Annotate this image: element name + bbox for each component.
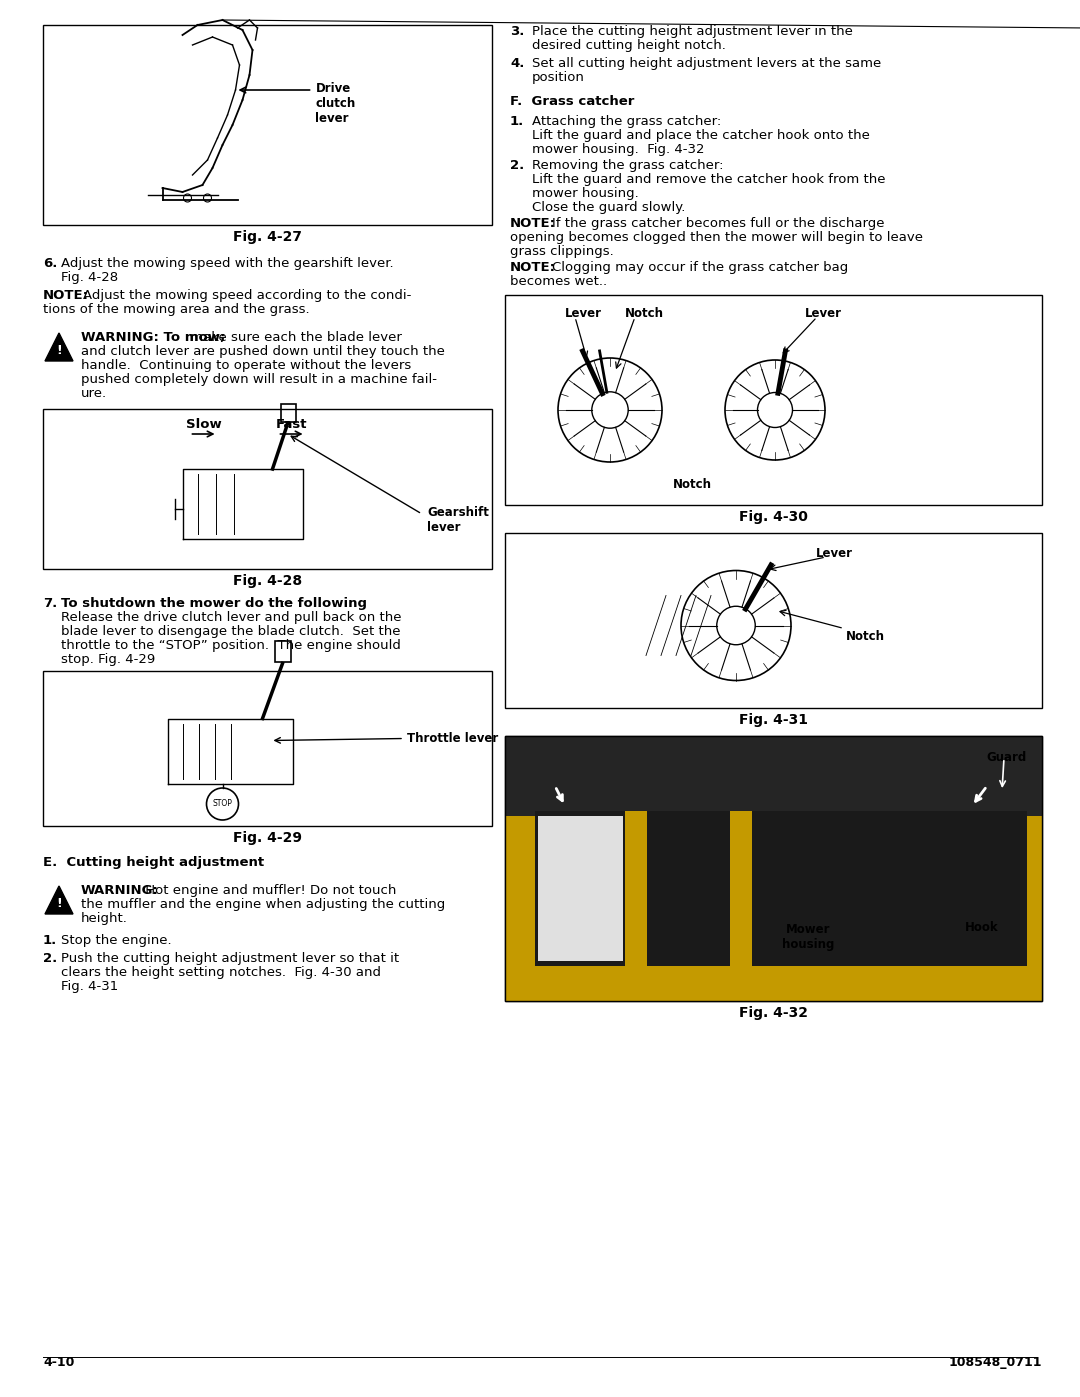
Text: blade lever to disengage the blade clutch.  Set the: blade lever to disengage the blade clutc…: [60, 624, 401, 638]
Text: Fig. 4-29: Fig. 4-29: [233, 831, 302, 845]
Text: Hook: Hook: [966, 921, 999, 935]
Text: and clutch lever are pushed down until they touch the: and clutch lever are pushed down until t…: [81, 345, 445, 358]
Bar: [505, 736, 1042, 816]
Text: clears the height setting notches.  Fig. 4-30 and: clears the height setting notches. Fig. …: [60, 965, 381, 979]
Text: Lever: Lever: [565, 307, 602, 320]
Text: Fast: Fast: [275, 418, 307, 432]
Text: mower housing.: mower housing.: [532, 187, 638, 200]
Text: becomes wet..: becomes wet..: [510, 275, 607, 288]
Text: 4.: 4.: [510, 57, 525, 70]
Polygon shape: [45, 886, 73, 914]
Text: NOTE:: NOTE:: [510, 217, 556, 231]
Text: 2.: 2.: [510, 159, 524, 172]
Text: Lever: Lever: [805, 307, 842, 320]
Text: Adjust the mowing speed according to the condi-: Adjust the mowing speed according to the…: [83, 289, 411, 302]
Text: 2.: 2.: [43, 951, 57, 965]
Text: Hook: Hook: [549, 921, 582, 935]
Text: Notch: Notch: [625, 307, 664, 320]
Text: Close the guard slowly.: Close the guard slowly.: [532, 201, 686, 214]
Text: NOTE:: NOTE:: [43, 289, 89, 302]
Text: If the grass catcher becomes full or the discharge: If the grass catcher becomes full or the…: [552, 217, 885, 231]
Text: 6.: 6.: [43, 257, 57, 270]
Bar: [535, 812, 1027, 965]
Bar: [538, 816, 623, 961]
Text: F.  Grass catcher: F. Grass catcher: [510, 95, 634, 108]
Text: Fig. 4-28: Fig. 4-28: [233, 574, 302, 588]
Text: opening becomes clogged then the mower will begin to leave: opening becomes clogged then the mower w…: [510, 231, 923, 244]
Bar: [43, 25, 492, 225]
Text: Fig. 4-31: Fig. 4-31: [739, 712, 808, 726]
Text: Release the drive clutch lever and pull back on the: Release the drive clutch lever and pull …: [60, 610, 402, 624]
Bar: [625, 812, 647, 965]
Text: E.  Cutting height adjustment: E. Cutting height adjustment: [43, 856, 265, 869]
Text: 3.: 3.: [510, 25, 525, 38]
Text: Push the cutting height adjustment lever so that it: Push the cutting height adjustment lever…: [60, 951, 400, 965]
Text: Fig. 4-28: Fig. 4-28: [60, 271, 118, 284]
Text: STOP: STOP: [213, 799, 232, 809]
Text: handle.  Continuing to operate without the levers: handle. Continuing to operate without th…: [81, 359, 411, 372]
Text: Hot engine and muffler! Do not touch: Hot engine and muffler! Do not touch: [141, 884, 396, 897]
Bar: [505, 736, 1042, 1002]
Text: Gearshift
lever: Gearshift lever: [427, 506, 489, 534]
Text: To shutdown the mower do the following: To shutdown the mower do the following: [60, 597, 367, 610]
Text: 1.: 1.: [510, 115, 524, 129]
Text: Clogging may occur if the grass catcher bag: Clogging may occur if the grass catcher …: [552, 261, 848, 274]
Text: NOTE:: NOTE:: [510, 261, 556, 274]
Text: WARNING: To mow;: WARNING: To mow;: [81, 331, 226, 344]
Text: !: !: [56, 897, 62, 909]
Bar: [43, 409, 492, 569]
Text: 4-10: 4-10: [43, 1356, 75, 1369]
Text: Removing the grass catcher:: Removing the grass catcher:: [532, 159, 724, 172]
Text: Lift the guard and remove the catcher hook from the: Lift the guard and remove the catcher ho…: [532, 173, 886, 186]
Text: Set all cutting height adjustment levers at the same: Set all cutting height adjustment levers…: [532, 57, 881, 70]
Bar: [505, 534, 1042, 708]
Text: Notch: Notch: [846, 630, 885, 644]
Text: 108548_0711: 108548_0711: [948, 1356, 1042, 1369]
Bar: [505, 736, 1042, 1002]
Text: !: !: [56, 344, 62, 356]
Polygon shape: [45, 332, 73, 360]
Text: Place the cutting height adjustment lever in the: Place the cutting height adjustment leve…: [532, 25, 853, 38]
Text: throttle to the “STOP” position.  The engine should: throttle to the “STOP” position. The eng…: [60, 638, 401, 652]
Text: Drive
clutch
lever: Drive clutch lever: [315, 82, 355, 124]
Text: height.: height.: [81, 912, 127, 925]
Bar: [505, 295, 1042, 504]
Text: grass clippings.: grass clippings.: [510, 244, 613, 258]
Text: Attaching the grass catcher:: Attaching the grass catcher:: [532, 115, 721, 129]
Text: Mower
housing: Mower housing: [782, 923, 835, 951]
Text: make sure each the blade lever: make sure each the blade lever: [186, 331, 402, 344]
Text: desired cutting height notch.: desired cutting height notch.: [532, 39, 726, 52]
Text: 1.: 1.: [43, 935, 57, 947]
Text: 7.: 7.: [43, 597, 57, 610]
Text: Lift the guard and place the catcher hook onto the: Lift the guard and place the catcher hoo…: [532, 129, 869, 142]
Text: stop. Fig. 4-29: stop. Fig. 4-29: [60, 652, 156, 666]
Text: Throttle lever: Throttle lever: [407, 732, 498, 746]
Text: WARNING:: WARNING:: [81, 884, 159, 897]
Text: :: :: [281, 597, 285, 610]
Text: pushed completely down will result in a machine fail-: pushed completely down will result in a …: [81, 373, 437, 386]
Text: mower housing.  Fig. 4-32: mower housing. Fig. 4-32: [532, 142, 704, 156]
Text: tions of the mowing area and the grass.: tions of the mowing area and the grass.: [43, 303, 310, 316]
Text: Fig. 4-30: Fig. 4-30: [739, 510, 808, 524]
Text: Lever: Lever: [816, 548, 853, 560]
Text: Slow: Slow: [186, 418, 221, 432]
Bar: [730, 812, 752, 965]
Text: Guard: Guard: [987, 752, 1027, 764]
Text: the muffler and the engine when adjusting the cutting: the muffler and the engine when adjustin…: [81, 898, 445, 911]
Text: Adjust the mowing speed with the gearshift lever.: Adjust the mowing speed with the gearshi…: [60, 257, 393, 270]
Bar: [43, 671, 492, 826]
Text: Fig. 4-32: Fig. 4-32: [739, 1006, 808, 1020]
Text: Stop the engine.: Stop the engine.: [60, 935, 172, 947]
Text: Fig. 4-31: Fig. 4-31: [60, 981, 118, 993]
Text: Fig. 4-27: Fig. 4-27: [233, 231, 302, 244]
Bar: [505, 736, 1042, 1002]
Text: ure.: ure.: [81, 387, 107, 400]
Text: Notch: Notch: [673, 478, 712, 490]
Text: position: position: [532, 71, 585, 84]
